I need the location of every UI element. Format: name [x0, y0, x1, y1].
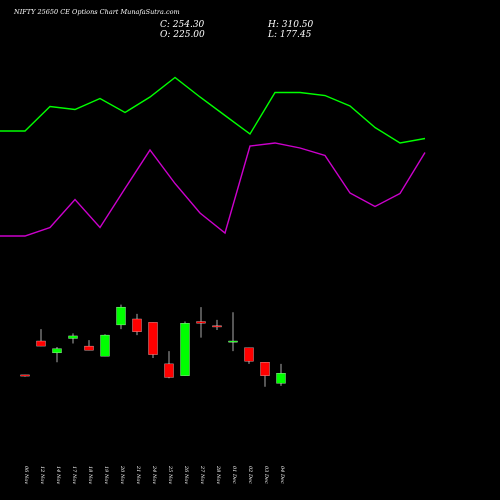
candle-body [164, 363, 174, 378]
candle-body [228, 340, 238, 343]
x-tick-label: 25 Nov [167, 465, 173, 484]
x-tick-label: 21 Nov [135, 465, 141, 484]
candle-21-nov [132, 313, 142, 336]
x-tick-label: 18 Nov [87, 466, 93, 484]
candle-body [68, 335, 78, 339]
candle-body [84, 345, 94, 351]
close-value: C: 254.30 [160, 20, 205, 30]
candle-02-dec [244, 347, 254, 364]
candle-body [180, 323, 190, 376]
x-tick-label: 24 Nov [151, 465, 157, 484]
x-tick-label: 03 Dec [263, 466, 269, 484]
candles [20, 304, 286, 387]
candle-12-nov [36, 329, 46, 347]
candle-body [52, 348, 62, 354]
candle-body [20, 374, 30, 377]
overlay-line-upper [0, 76, 426, 144]
candle-03-dec [260, 362, 270, 387]
x-tick-label: 04 Dec [279, 466, 285, 484]
chart-title: NIFTY 25650 CE Options Chart MunafaSutra… [14, 8, 180, 16]
candle-19-nov [100, 334, 110, 357]
x-tick-label: 01 Dec [231, 466, 237, 484]
candle-18-nov [84, 340, 94, 351]
candle-27-nov [196, 307, 206, 338]
candle-body [132, 318, 142, 332]
candle-20-nov [116, 304, 126, 330]
candle-body [276, 373, 286, 384]
x-tick-label: 28 Nov [215, 465, 221, 484]
low-value: L: 177.45 [268, 30, 312, 40]
candle-body [100, 334, 110, 357]
candle-body [116, 306, 126, 326]
candle-04-dec [276, 363, 286, 386]
candle-01-dec [228, 312, 238, 352]
x-tick-label: 26 Nov [183, 465, 189, 484]
x-tick-label: 02 Dec [247, 466, 253, 484]
x-tick-label: 14 Nov [55, 466, 61, 484]
x-tick-label: 27 Nov [199, 465, 205, 484]
x-tick-label: 17 Nov [71, 466, 77, 484]
high-value: H: 310.50 [268, 20, 314, 30]
candle-body [196, 321, 206, 324]
open-value: O: 225.00 [160, 30, 205, 40]
candle-14-nov [52, 346, 62, 363]
candle-24-nov [148, 322, 158, 358]
x-tick-label: 20 Nov [119, 465, 125, 484]
candle-26-nov [180, 321, 190, 376]
candle-body [244, 347, 254, 362]
x-tick-label: 19 Nov [103, 466, 109, 484]
candle-body [148, 322, 158, 355]
x-tick-label: 06 Nov [23, 466, 29, 484]
x-tick-label: 12 Nov [39, 466, 45, 484]
overlay-lines [0, 76, 426, 237]
candle-17-nov [68, 333, 78, 344]
candle-body [36, 340, 46, 347]
candle-body [212, 325, 222, 328]
x-axis-labels: 06 Nov 12 Nov 14 Nov 17 Nov 18 Nov 19 Nov 20 N… [23, 465, 285, 484]
candle-body [260, 362, 270, 376]
candle-25-nov [164, 351, 174, 379]
candle-28-nov [212, 319, 222, 330]
candle-06-nov [20, 374, 30, 377]
overlay-line-lower [0, 142, 426, 237]
